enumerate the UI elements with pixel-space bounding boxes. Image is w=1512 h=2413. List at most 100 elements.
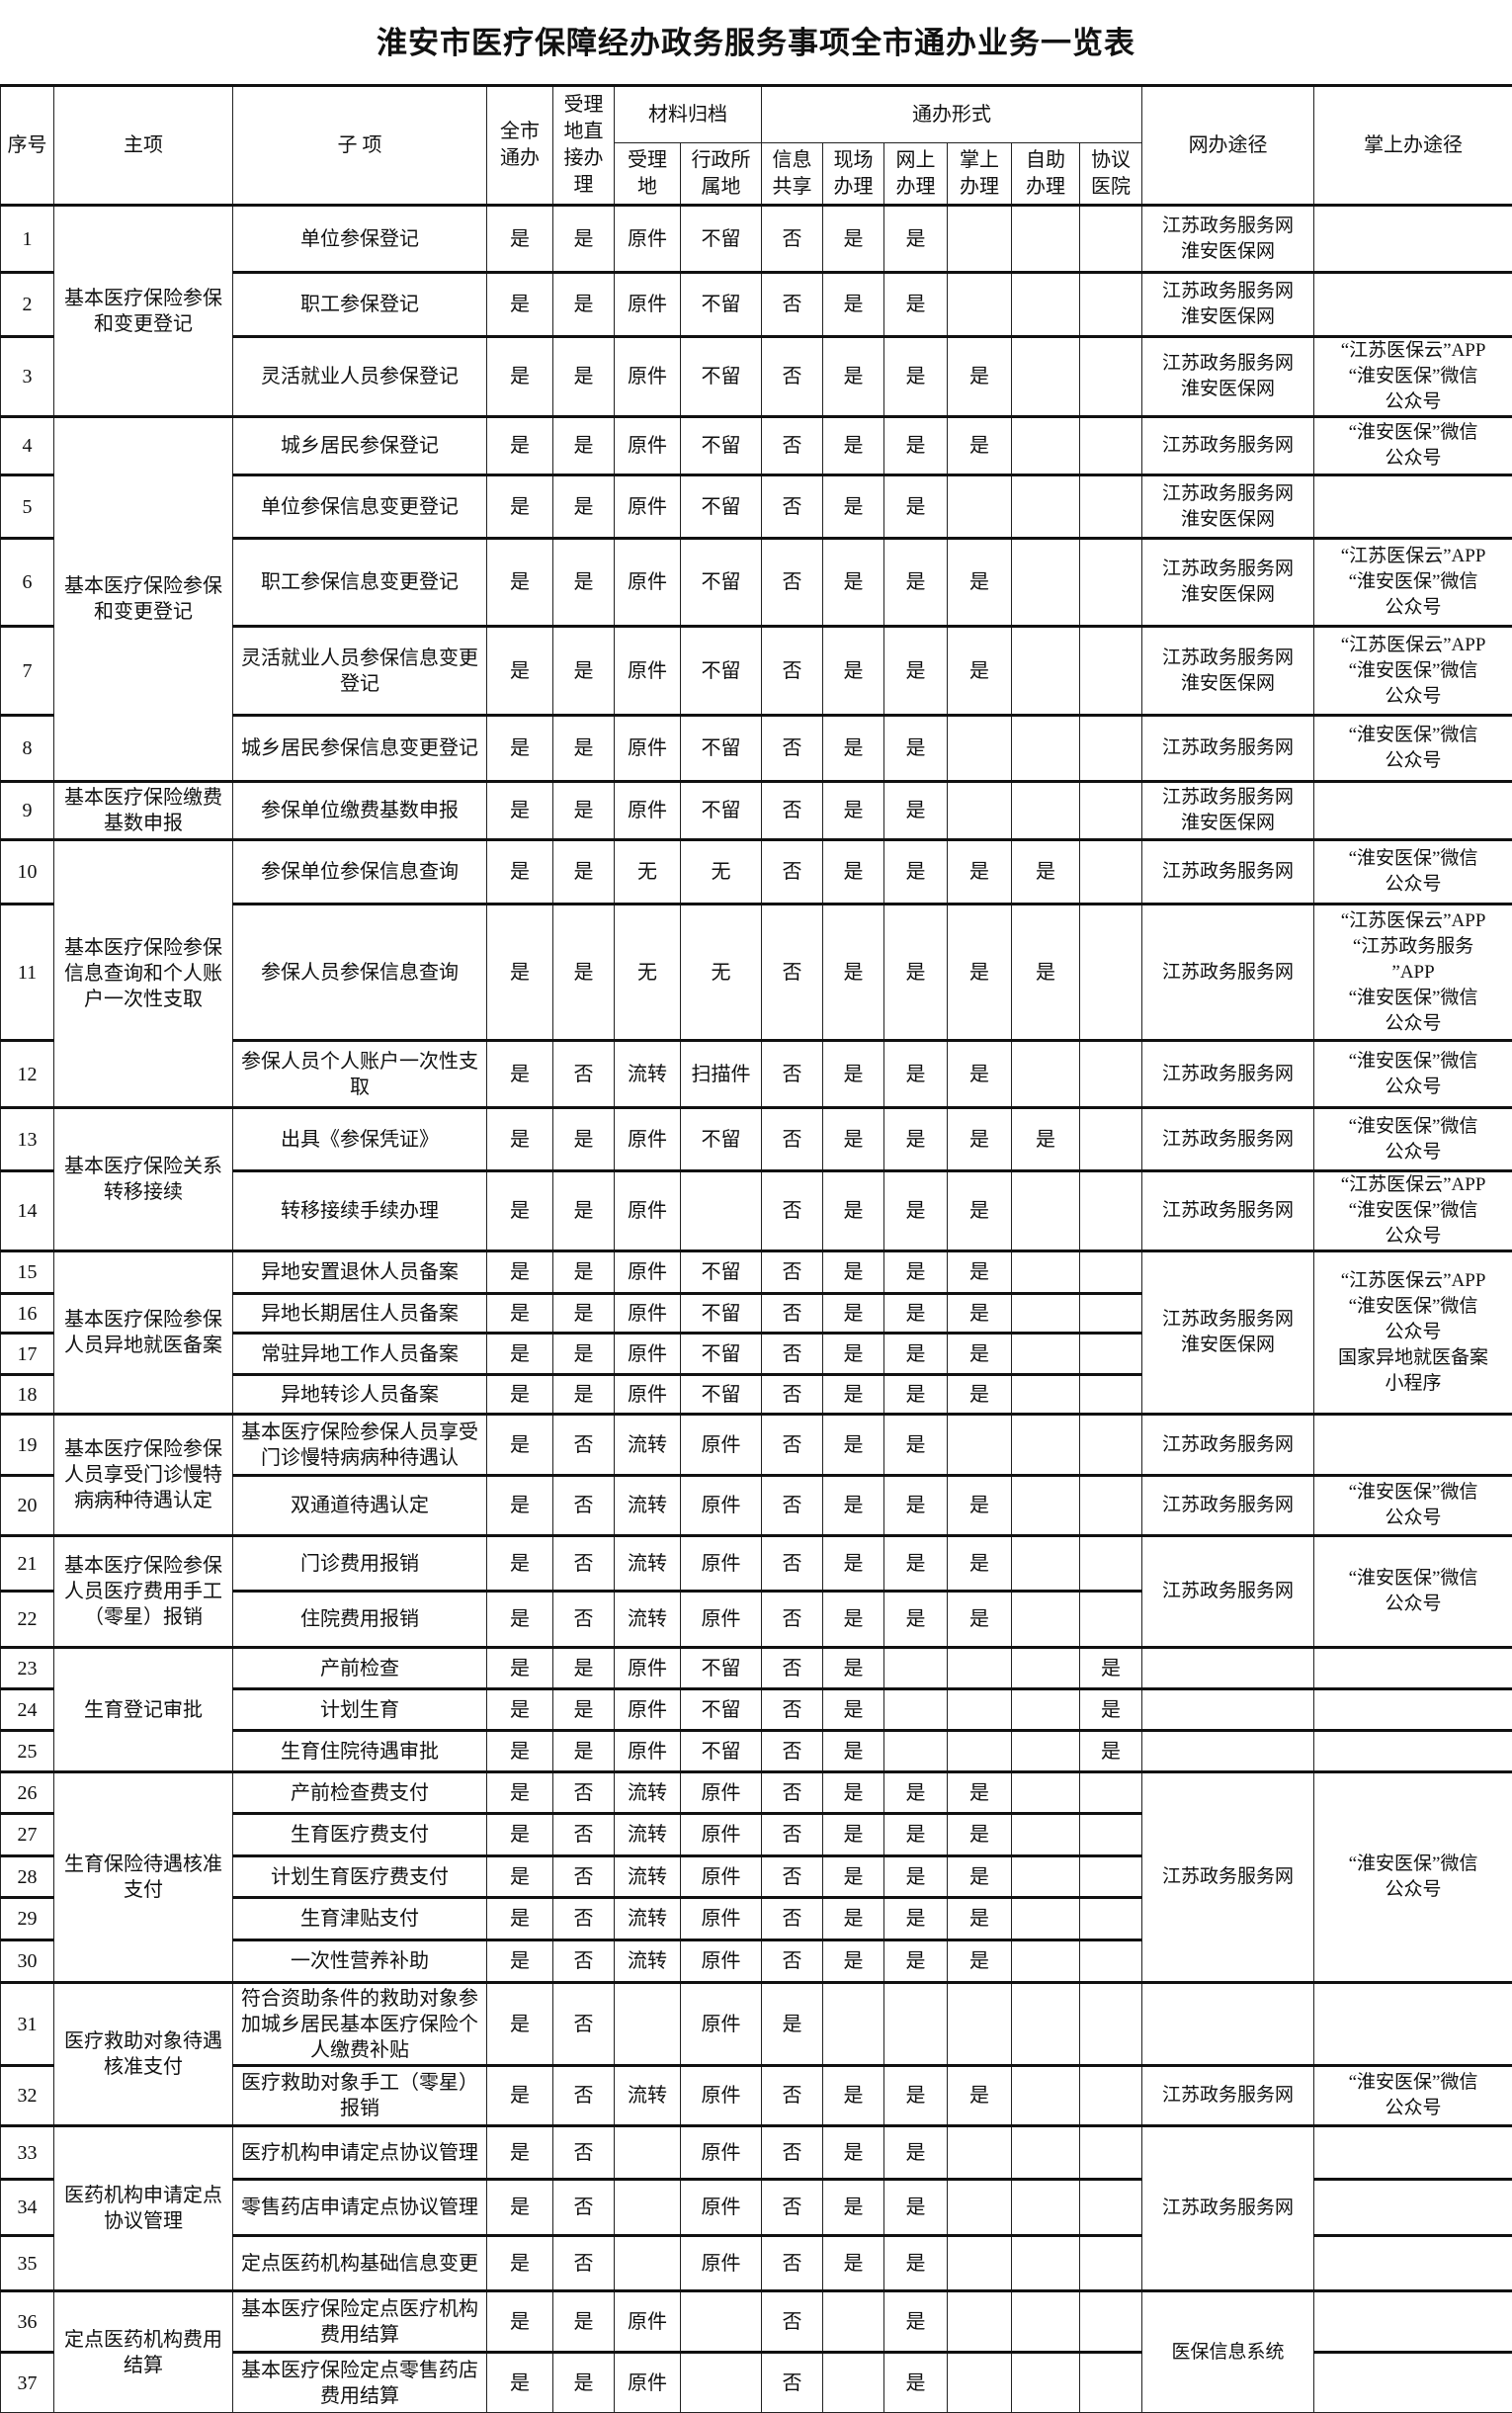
web-channel: 江苏政务服务网 [1142,1171,1314,1251]
cell-citywide: 是 [487,1251,553,1294]
cell-share: 否 [762,1041,823,1108]
cell-archive-admin: 原件 [681,2126,762,2180]
row-number: 36 [1,2291,54,2353]
cell-share: 否 [762,1592,823,1648]
cell-direct: 是 [553,716,615,782]
cell-citywide: 是 [487,1898,553,1940]
cell-self-service [1012,1940,1080,1983]
cell-hospital [1080,475,1142,539]
cell-direct: 否 [553,2126,615,2180]
cell-direct: 是 [553,782,615,840]
cell-share: 否 [762,1689,823,1731]
header-archive-accept: 受理 地 [615,143,681,206]
cell-direct: 是 [553,1294,615,1334]
row-number: 21 [1,1536,54,1592]
cell-mobile: 是 [948,1814,1012,1856]
cell-online: 是 [884,627,948,716]
cell-direct: 是 [553,627,615,716]
cell-self-service [1012,2236,1080,2291]
cell-self-service: 是 [1012,1108,1080,1171]
cell-online: 是 [884,1108,948,1171]
cell-online: 是 [884,1375,948,1415]
cell-mobile [948,2126,1012,2180]
cell-direct: 是 [553,206,615,273]
main-item: 基本医疗保险参保人员医疗费用手工（零星）报销 [54,1536,233,1648]
mobile-channel [1314,206,1512,273]
cell-online: 是 [884,539,948,627]
cell-citywide: 是 [487,1375,553,1415]
cell-archive-admin: 原件 [681,1476,762,1536]
cell-onsite: 是 [823,1294,884,1334]
cell-archive-accept: 无 [615,905,681,1041]
cell-onsite: 是 [823,417,884,475]
cell-archive-accept: 流转 [615,1814,681,1856]
header-mode-online: 网上 办理 [884,143,948,206]
cell-share: 否 [762,1814,823,1856]
sub-item: 生育津贴支付 [233,1898,487,1940]
cell-share: 否 [762,2291,823,2353]
cell-share: 否 [762,840,823,905]
web-channel: 江苏政务服务网 [1142,1041,1314,1108]
mobile-channel [1314,475,1512,539]
sub-item: 生育住院待遇审批 [233,1731,487,1772]
cell-archive-accept: 流转 [615,1772,681,1814]
sub-item: 单位参保信息变更登记 [233,475,487,539]
cell-hospital [1080,1415,1142,1476]
cell-hospital [1080,1476,1142,1536]
cell-mobile: 是 [948,905,1012,1041]
cell-onsite: 是 [823,1251,884,1294]
cell-archive-admin: 不留 [681,475,762,539]
cell-citywide: 是 [487,1415,553,1476]
cell-share: 否 [762,1251,823,1294]
cell-archive-admin: 不留 [681,417,762,475]
cell-archive-admin: 不留 [681,627,762,716]
mobile-channel [1314,2291,1512,2353]
cell-online: 是 [884,1334,948,1375]
cell-onsite: 是 [823,1415,884,1476]
cell-direct: 是 [553,1375,615,1415]
cell-self-service [1012,2066,1080,2126]
row-number: 13 [1,1108,54,1171]
cell-archive-admin: 原件 [681,2066,762,2126]
cell-direct: 否 [553,1983,615,2066]
cell-direct: 否 [553,1898,615,1940]
cell-citywide: 是 [487,1648,553,1689]
cell-self-service [1012,1536,1080,1592]
cell-self-service [1012,1415,1080,1476]
row-number: 27 [1,1814,54,1856]
cell-self-service [1012,1772,1080,1814]
sub-item: 双通道待遇认定 [233,1476,487,1536]
sub-item: 灵活就业人员参保登记 [233,337,487,417]
row-number: 28 [1,1856,54,1898]
cell-mobile [948,1415,1012,1476]
cell-direct: 否 [553,2236,615,2291]
main-item: 基本医疗保险参保信息查询和个人账户一次性支取 [54,840,233,1108]
cell-archive-admin: 不留 [681,1294,762,1334]
cell-direct: 否 [553,1415,615,1476]
sub-item: 住院费用报销 [233,1592,487,1648]
cell-archive-accept: 流转 [615,1041,681,1108]
cell-direct: 否 [553,1814,615,1856]
cell-mobile: 是 [948,1536,1012,1592]
main-item: 定点医药机构费用结算 [54,2291,233,2413]
cell-archive-accept: 流转 [615,1476,681,1536]
cell-onsite: 是 [823,840,884,905]
cell-citywide: 是 [487,1731,553,1772]
cell-mobile [948,782,1012,840]
cell-self-service [1012,1731,1080,1772]
cell-hospital [1080,2180,1142,2236]
row-number: 24 [1,1689,54,1731]
cell-self-service [1012,2180,1080,2236]
row-number: 3 [1,337,54,417]
cell-hospital [1080,1856,1142,1898]
cell-archive-admin: 原件 [681,1415,762,1476]
cell-share: 否 [762,1648,823,1689]
mobile-channel: “淮安医保”微信 公众号 [1314,716,1512,782]
cell-self-service [1012,1592,1080,1648]
cell-onsite: 是 [823,475,884,539]
cell-share: 否 [762,1294,823,1334]
